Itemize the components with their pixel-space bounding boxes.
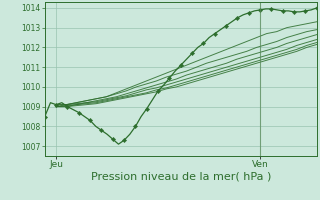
X-axis label: Pression niveau de la mer( hPa ): Pression niveau de la mer( hPa ): [91, 172, 271, 182]
